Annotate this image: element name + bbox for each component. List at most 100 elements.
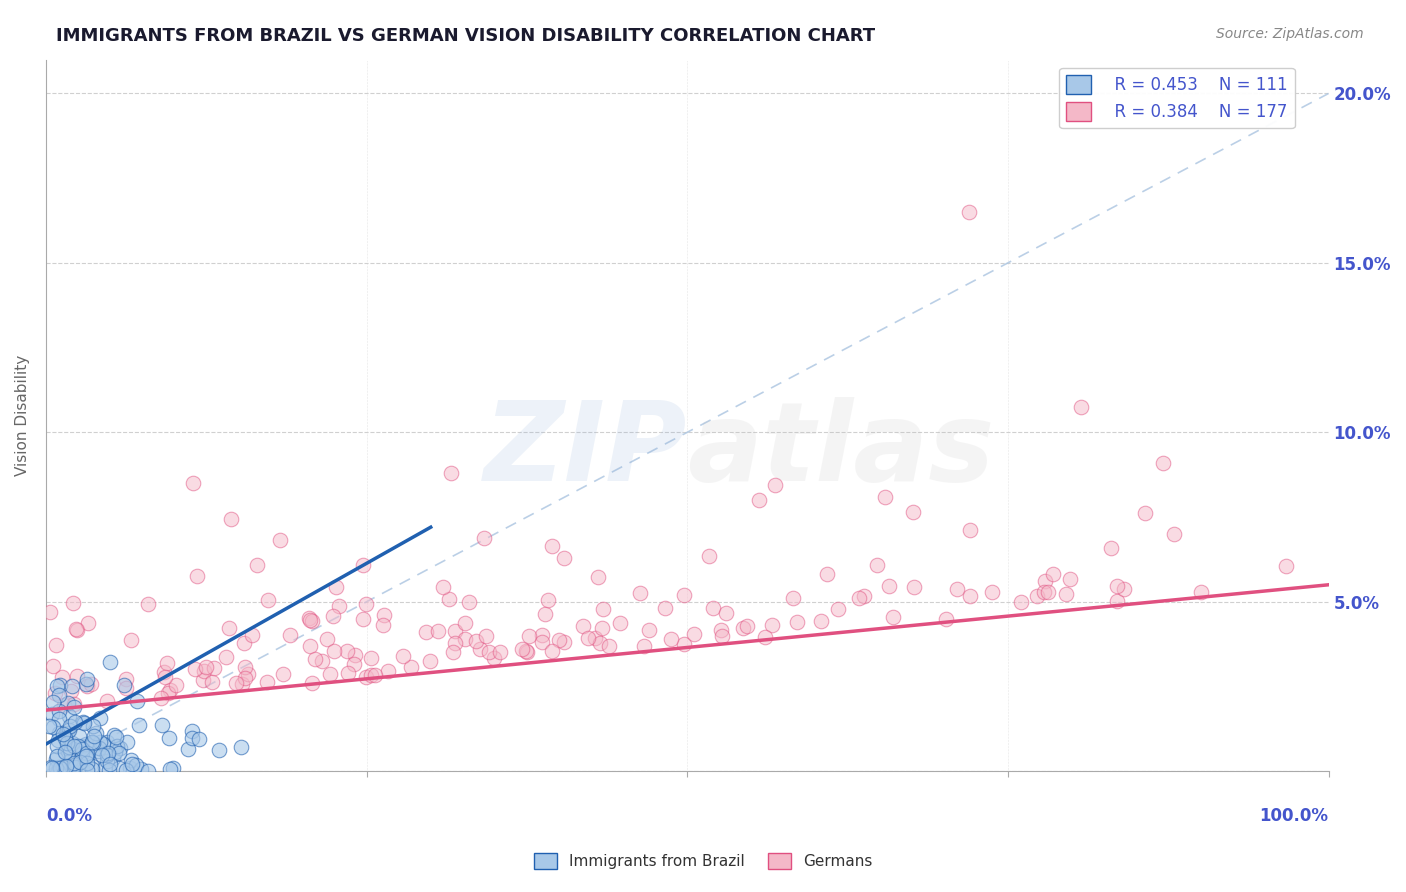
Point [810,614,832,628]
Point [80,759,103,773]
Point [46,733,69,747]
Point [159,763,181,777]
Point [59,719,82,733]
Text: atlas: atlas [688,398,994,505]
Point [65,757,87,772]
Point [46,739,69,753]
Point [157,686,180,700]
Point [515,644,537,658]
Point [683,627,706,641]
Point [877,579,900,593]
Point [311,654,333,668]
Point [638,623,661,637]
Point [58,745,80,759]
Point [96,755,118,769]
Legend:   R = 0.453    N = 111,   R = 0.384    N = 177: R = 0.453 N = 111, R = 0.384 N = 177 [1059,68,1295,128]
Point [541,644,564,658]
Point [530,635,553,649]
Point [714,606,737,620]
Point [364,668,387,682]
Point [702,601,724,615]
Point [89,711,111,725]
Point [80,677,103,691]
Point [115,735,138,749]
Point [373,608,395,623]
Point [118,761,141,775]
Point [48,688,70,702]
Point [150,718,173,732]
Point [67,730,90,744]
Point [468,642,491,657]
Point [70,746,93,760]
Point [89,735,111,749]
Point [72,739,94,753]
Point [748,492,770,507]
Point [236,667,259,681]
Point [42,695,65,709]
Point [58,740,80,755]
Point [75,749,97,764]
Point [63,756,86,771]
Y-axis label: Vision Disability: Vision Disability [15,355,30,476]
Point [271,667,294,681]
Point [765,478,787,492]
Text: 100.0%: 100.0% [1260,806,1329,825]
Point [195,660,218,674]
Point [337,665,360,680]
Point [441,645,464,659]
Point [76,615,98,630]
Point [233,671,256,685]
Point [219,512,242,526]
Point [444,624,467,638]
Point [87,740,110,755]
Point [70,742,93,756]
Point [114,764,136,778]
Point [553,635,575,649]
Point [162,761,184,775]
Point [782,591,804,605]
Point [56,741,79,756]
Point [1099,541,1122,556]
Point [576,631,599,645]
Point [83,730,105,744]
Point [94,760,117,774]
Point [246,558,269,573]
Point [56,696,79,710]
Point [517,628,540,642]
Point [319,666,342,681]
Point [55,726,77,740]
Point [62,596,84,610]
Point [63,760,86,774]
Point [75,677,97,691]
Point [76,756,98,770]
Point [191,673,214,687]
Point [200,674,222,689]
Point [44,685,66,699]
Point [186,569,208,583]
Point [659,632,682,647]
Point [215,649,238,664]
Point [41,720,63,734]
Point [63,715,86,730]
Point [454,632,477,646]
Point [104,745,127,759]
Point [298,640,321,654]
Point [96,735,118,749]
Point [207,743,229,757]
Point [1054,587,1077,601]
Point [710,629,733,643]
Point [76,751,98,765]
Point [547,632,569,647]
Point [304,651,326,665]
Point [66,739,89,754]
Point [104,731,127,745]
Point [786,615,808,629]
Point [105,739,128,753]
Point [472,531,495,545]
Point [354,597,377,611]
Point [454,616,477,631]
Point [51,670,73,684]
Point [489,645,512,659]
Point [55,758,77,772]
Point [336,644,359,658]
